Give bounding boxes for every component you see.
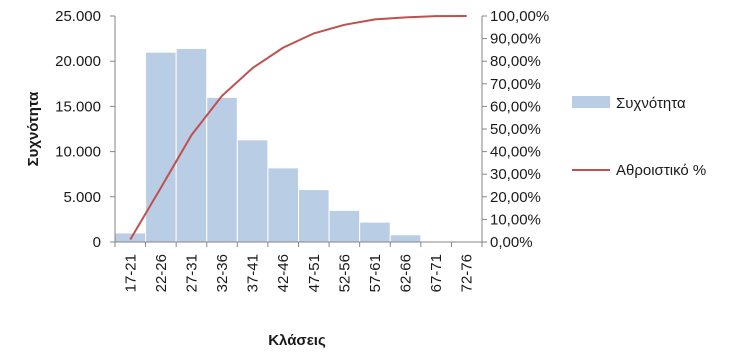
legend: Συχνότητα Αθροιστικό % xyxy=(572,95,706,179)
bar-27-31 xyxy=(175,48,208,243)
right-tick-label: 30,00% xyxy=(490,166,541,183)
x-tick-label: 57-61 xyxy=(367,254,384,292)
legend-label-frequency: Συχνότητα xyxy=(616,95,686,112)
x-tick-label: 42-46 xyxy=(275,254,292,292)
y-axis-title: Συχνότητα xyxy=(25,91,42,167)
x-tick-label: 62-66 xyxy=(398,254,415,292)
x-tick-label: 37-41 xyxy=(245,254,262,292)
bar-series xyxy=(114,48,483,243)
left-tick-label: 5.000 xyxy=(63,189,101,206)
left-tick-label: 15.000 xyxy=(55,98,101,115)
x-tick-label: 52-56 xyxy=(336,254,353,292)
cumulative-percent-line xyxy=(129,15,467,241)
x-tick-label: 72-76 xyxy=(459,254,476,292)
right-tick-label: 100,00% xyxy=(490,8,549,25)
bar-47-51 xyxy=(298,189,330,243)
x-tick-label: 67-71 xyxy=(428,254,445,292)
right-tick-label: 0,00% xyxy=(490,234,533,251)
right-axis-ticks: 0,00% 10,00% 20,00% 30,00% 40,00% 50,00% 60,00… xyxy=(482,8,549,251)
right-tick-label: 10,00% xyxy=(490,211,541,228)
left-tick-label: 25.000 xyxy=(55,8,101,25)
right-tick-label: 70,00% xyxy=(490,76,541,93)
x-tick-label: 27-31 xyxy=(183,254,200,292)
bar-32-36 xyxy=(206,96,238,243)
right-tick-label: 50,00% xyxy=(490,121,541,138)
right-tick-label: 90,00% xyxy=(490,31,541,48)
right-tick-label: 80,00% xyxy=(490,53,541,70)
left-tick-label: 20.000 xyxy=(55,53,101,70)
x-tick-label: 17-21 xyxy=(122,254,139,292)
left-tick-label: 0 xyxy=(93,234,101,251)
right-tick-label: 40,00% xyxy=(490,144,541,161)
bar-52-56 xyxy=(328,209,361,243)
bar-22-26 xyxy=(145,51,177,243)
bar-62-66 xyxy=(389,234,422,243)
legend-label-cumulative: Αθροιστικό % xyxy=(616,162,706,179)
right-tick-label: 20,00% xyxy=(490,189,541,206)
bar-37-41 xyxy=(236,139,269,243)
x-axis-title: Κλάσεις xyxy=(268,332,326,349)
right-tick-label: 60,00% xyxy=(490,98,541,115)
bar-42-46 xyxy=(267,167,300,243)
bar-17-21 xyxy=(114,232,147,243)
x-tick-label: 32-36 xyxy=(214,254,231,292)
left-axis-ticks: 0 5.000 10.000 15.000 20.000 25.000 xyxy=(55,8,115,251)
left-tick-label: 10.000 xyxy=(55,144,101,161)
x-tick-label: 47-51 xyxy=(306,254,323,292)
x-tick-label: 22-26 xyxy=(153,254,170,292)
x-axis-ticks: 17-21 22-26 27-31 32-36 37-41 42-46 47-51 52-56… xyxy=(114,242,483,292)
bar-57-61 xyxy=(359,221,391,243)
legend-swatch-frequency xyxy=(572,96,610,108)
